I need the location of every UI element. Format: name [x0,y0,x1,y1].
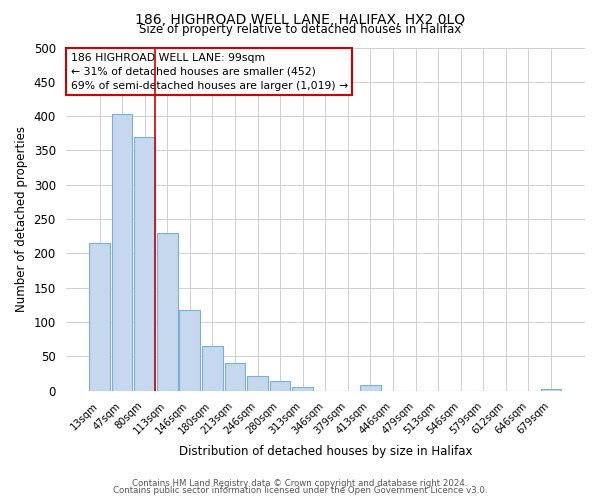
Y-axis label: Number of detached properties: Number of detached properties [15,126,28,312]
Text: 186, HIGHROAD WELL LANE, HALIFAX, HX2 0LQ: 186, HIGHROAD WELL LANE, HALIFAX, HX2 0L… [135,12,465,26]
Bar [270,380,290,391]
Bar [89,243,110,391]
Text: Contains HM Land Registry data © Crown copyright and database right 2024.: Contains HM Land Registry data © Crown c… [132,478,468,488]
Text: 186 HIGHROAD WELL LANE: 99sqm
← 31% of detached houses are smaller (452)
69% of : 186 HIGHROAD WELL LANE: 99sqm ← 31% of d… [71,52,348,90]
X-axis label: Distribution of detached houses by size in Halifax: Distribution of detached houses by size … [179,444,472,458]
Bar [202,346,223,391]
Bar [157,233,178,391]
Bar [247,376,268,391]
Bar [360,386,381,391]
Text: Size of property relative to detached houses in Halifax: Size of property relative to detached ho… [139,22,461,36]
Bar [292,388,313,391]
Text: Contains public sector information licensed under the Open Government Licence v3: Contains public sector information licen… [113,486,487,495]
Bar [134,137,155,391]
Bar [179,310,200,391]
Bar [224,364,245,391]
Bar [112,114,133,391]
Bar [541,389,562,391]
